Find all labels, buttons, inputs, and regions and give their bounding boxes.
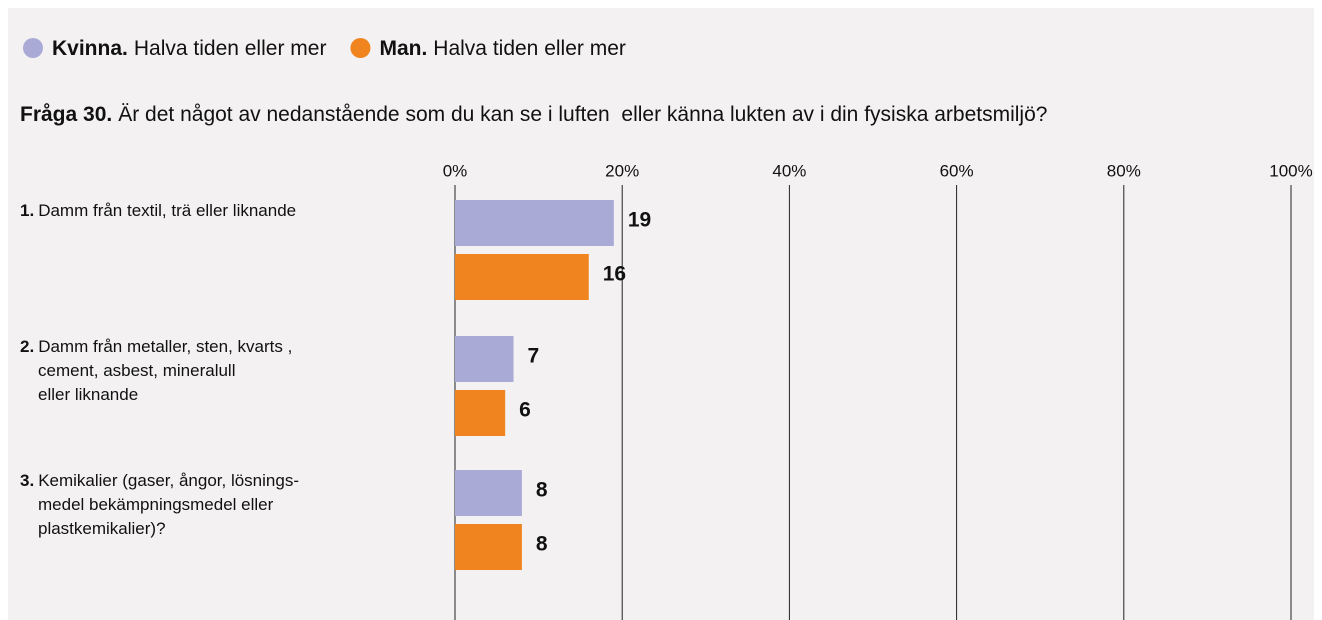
x-tick-label: 100%: [1269, 161, 1312, 180]
category-text: Damm från textil, trä eller liknande: [38, 201, 296, 220]
category-text: cement, asbest, mineralull: [38, 361, 235, 380]
category-text: Kemikalier (gaser, ångor, lösnings-: [38, 471, 299, 490]
category-label: 3. Kemikalier (gaser, ångor, lösnings-: [20, 471, 299, 490]
bar: [455, 200, 614, 246]
bar: [455, 524, 522, 570]
panel: [8, 8, 1314, 620]
legend-name: Kvinna.: [52, 37, 128, 60]
value-label: 8: [536, 533, 548, 556]
bar: [455, 254, 589, 300]
category-text: Damm från metaller, sten, kvarts ,: [38, 337, 292, 356]
legend-entry: Man. Halva tiden eller mer: [379, 37, 625, 60]
value-label: 6: [519, 399, 531, 422]
category-text: medel bekämpningsmedel eller: [38, 495, 274, 514]
legend-swatch: [350, 38, 371, 58]
category-number: 1.: [20, 201, 34, 220]
x-tick-label: 20%: [605, 161, 639, 180]
title-label: Fråga 30.: [20, 103, 112, 126]
category-number: 2.: [20, 337, 34, 356]
legend-name: Man.: [379, 37, 427, 60]
category-label: plastkemikalier)?: [38, 519, 166, 538]
x-tick-label: 60%: [940, 161, 974, 180]
legend-entry: Kvinna. Halva tiden eller mer: [52, 37, 326, 60]
category-label: cement, asbest, mineralull: [38, 361, 235, 380]
value-label: 16: [603, 263, 626, 286]
bar: [455, 470, 522, 516]
category-label: eller liknande: [38, 385, 138, 404]
x-tick-label: 80%: [1107, 161, 1141, 180]
category-label: 2. Damm från metaller, sten, kvarts ,: [20, 337, 292, 356]
category-label: medel bekämpningsmedel eller: [38, 495, 274, 514]
title-text: Är det något av nedanstående som du kan …: [118, 103, 1047, 126]
chart-title: Fråga 30. Är det något av nedanstående so…: [20, 103, 1047, 126]
x-tick-label: 40%: [772, 161, 806, 180]
bar: [455, 336, 514, 382]
value-label: 7: [528, 345, 540, 368]
legend-note: Halva tiden eller mer: [433, 37, 626, 60]
category-number: 3.: [20, 471, 34, 490]
value-label: 19: [628, 209, 651, 232]
category-text: plastkemikalier)?: [38, 519, 166, 538]
bar: [455, 390, 506, 436]
value-label: 8: [536, 479, 548, 502]
category-text: eller liknande: [38, 385, 138, 404]
legend-swatch: [23, 38, 43, 58]
category-label: 1. Damm från textil, trä eller liknande: [20, 201, 296, 220]
x-tick-label: 0%: [443, 161, 468, 180]
legend-note: Halva tiden eller mer: [134, 37, 327, 60]
